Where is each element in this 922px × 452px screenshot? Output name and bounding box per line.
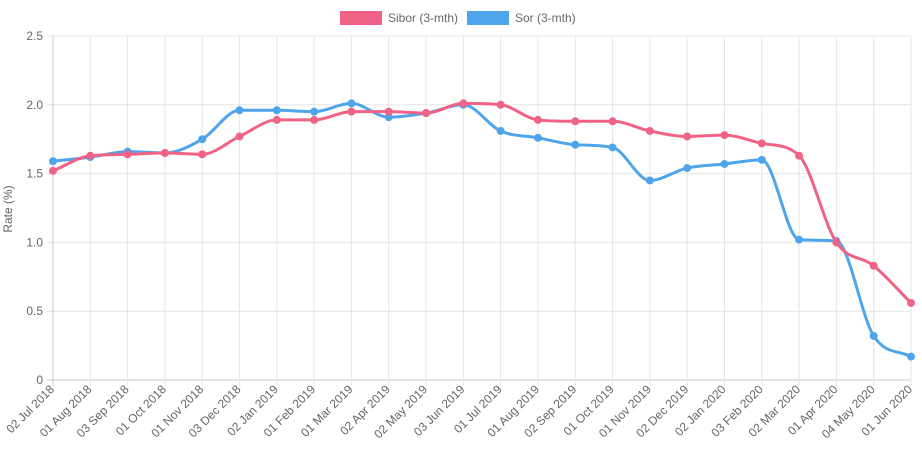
data-point[interactable] [533,115,542,124]
data-point[interactable] [272,106,281,115]
data-point[interactable] [198,150,207,159]
data-point[interactable] [869,261,878,270]
y-tick-label: 1.5 [26,167,43,181]
data-point[interactable] [757,155,766,164]
data-point[interactable] [869,331,878,340]
data-point[interactable] [795,235,804,244]
data-point[interactable] [272,115,281,124]
data-point[interactable] [235,132,244,141]
legend-label: Sibor (3-mth) [388,11,458,25]
series-group [49,99,915,361]
data-point[interactable] [347,99,356,108]
data-point[interactable] [310,115,319,124]
data-point[interactable] [571,117,580,126]
y-tick-label: 0 [36,373,43,387]
series-sor [49,99,915,361]
y-tick-label: 1.0 [26,235,43,249]
data-point[interactable] [422,109,431,118]
data-point[interactable] [49,157,57,166]
legend: Sibor (3-mth) Sor (3-mth) [340,11,576,25]
legend-label: Sor (3-mth) [515,11,576,25]
legend-swatch [467,11,509,25]
data-point[interactable] [720,159,729,168]
legend-item-sibor[interactable]: Sibor (3-mth) [340,11,458,25]
data-point[interactable] [123,150,132,159]
series-sibor [49,99,915,307]
data-point[interactable] [832,238,841,247]
y-tick-label: 2.0 [26,98,43,112]
data-point[interactable] [645,126,654,135]
data-point[interactable] [198,135,207,144]
data-point[interactable] [384,107,393,116]
data-point[interactable] [907,352,915,361]
series-line [52,101,912,358]
y-tick-label: 0.5 [26,304,43,318]
data-point[interactable] [683,132,692,141]
data-point[interactable] [533,133,542,142]
data-point[interactable] [608,143,617,152]
data-point[interactable] [496,100,505,109]
data-point[interactable] [608,117,617,126]
y-tick-label: 2.5 [26,29,43,43]
data-point[interactable] [496,126,505,135]
legend-swatch [340,11,382,25]
data-point[interactable] [310,107,319,116]
data-point[interactable] [235,106,244,115]
data-point[interactable] [459,99,468,108]
data-point[interactable] [645,176,654,185]
grid-lines [47,35,912,386]
data-point[interactable] [571,140,580,149]
legend-item-sor[interactable]: Sor (3-mth) [467,11,576,25]
data-point[interactable] [86,151,95,160]
data-point[interactable] [160,148,169,157]
y-axis-ticks: 0 0.5 1.0 1.5 2.0 2.5 [26,29,43,387]
data-point[interactable] [757,139,766,148]
data-point[interactable] [49,166,57,175]
data-point[interactable] [683,164,692,173]
y-axis-title: Rate (%) [1,185,15,232]
data-point[interactable] [720,131,729,140]
data-point[interactable] [795,151,804,160]
data-point[interactable] [907,298,915,307]
data-point[interactable] [347,107,356,116]
